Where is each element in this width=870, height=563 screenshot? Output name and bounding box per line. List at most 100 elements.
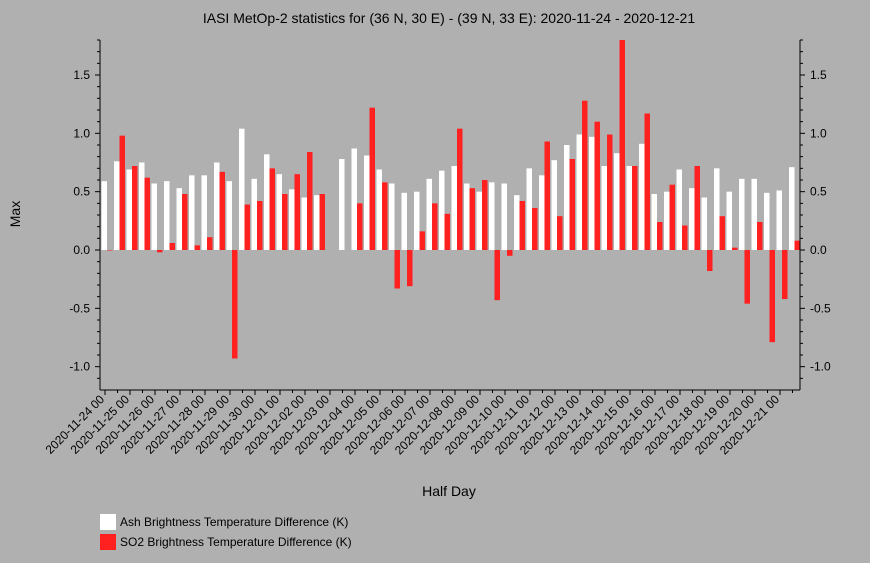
bar-ash-40	[601, 166, 607, 250]
bar-so2-52	[757, 222, 763, 250]
bar-ash-36	[551, 160, 557, 250]
bar-so2-53	[769, 250, 775, 343]
bar-so2-23	[394, 250, 400, 289]
y-tick-label-left: 1.5	[73, 68, 90, 82]
y-tick-label-left: 0.5	[73, 185, 90, 199]
bar-so2-35	[544, 141, 550, 250]
legend-item-ash: Ash Brightness Temperature Difference (K…	[100, 512, 352, 532]
bar-so2-12	[257, 201, 263, 250]
bar-so2-32	[507, 250, 513, 256]
bar-so2-17	[319, 194, 325, 250]
bar-so2-22	[382, 182, 388, 250]
bar-so2-54	[782, 250, 788, 299]
bar-so2-0	[107, 250, 113, 251]
bar-so2-49	[719, 216, 725, 250]
bar-so2-40	[607, 134, 613, 250]
bar-ash-42	[626, 166, 632, 250]
bar-ash-46	[676, 169, 682, 250]
legend-label-so2: SO2 Brightness Temperature Difference (K…	[120, 535, 352, 549]
bar-ash-39	[589, 136, 595, 250]
bar-ash-43	[639, 143, 645, 250]
bar-so2-46	[682, 225, 688, 250]
bar-so2-9	[219, 171, 225, 250]
bar-so2-48	[707, 250, 713, 271]
legend-swatch-ash	[100, 514, 116, 530]
bar-ash-47	[689, 188, 695, 250]
bar-so2-24	[407, 250, 413, 287]
bar-ash-12	[251, 178, 257, 250]
y-axis-label: Max	[7, 201, 23, 227]
bar-ash-31	[489, 182, 495, 250]
bar-ash-23	[389, 183, 395, 250]
y-tick-label-right: 0.0	[810, 243, 827, 257]
bar-so2-27	[444, 213, 450, 250]
bar-so2-2	[132, 166, 138, 250]
bar-ash-32	[501, 183, 507, 250]
bar-ash-13	[264, 154, 270, 250]
bar-ash-4	[151, 183, 157, 250]
bar-so2-36	[557, 216, 563, 250]
bar-so2-13	[269, 168, 275, 250]
bar-ash-20	[351, 148, 357, 250]
bar-so2-8	[207, 237, 213, 250]
legend-item-so2: SO2 Brightness Temperature Difference (K…	[100, 532, 352, 552]
bar-ash-34	[526, 168, 532, 250]
bar-so2-45	[669, 184, 675, 250]
bar-so2-15	[294, 174, 300, 250]
bar-ash-38	[576, 134, 582, 250]
bar-ash-35	[539, 175, 545, 250]
bar-so2-16	[307, 152, 313, 250]
bar-ash-5	[164, 181, 170, 250]
bar-ash-1	[114, 161, 120, 250]
y-tick-label-right: 0.5	[810, 185, 827, 199]
bar-so2-55	[794, 240, 800, 250]
bar-ash-17	[314, 195, 320, 250]
y-tick-label-left: -0.5	[69, 301, 90, 315]
bar-so2-21	[369, 107, 375, 250]
bar-ash-30	[476, 191, 482, 250]
bar-so2-4	[157, 250, 163, 253]
bar-ash-53	[764, 192, 770, 250]
bar-so2-14	[282, 194, 288, 250]
bar-so2-10	[232, 250, 238, 359]
bar-so2-28	[457, 128, 463, 250]
bar-so2-7	[194, 245, 200, 250]
bar-ash-7	[189, 175, 195, 250]
bar-ash-14	[276, 174, 282, 250]
bar-ash-9	[214, 162, 220, 250]
y-tick-label-right: -0.5	[810, 301, 831, 315]
bar-ash-44	[651, 194, 657, 250]
bar-ash-28	[451, 166, 457, 250]
bar-so2-38	[582, 100, 588, 250]
plot-area: 1.5 1.5 1.0 1.0 0.5 0.5 0.0 0.0 -0.5 -0.5 -1.0 -1.0…	[43, 39, 831, 457]
bar-ash-8	[201, 175, 207, 250]
bar-so2-20	[357, 203, 363, 250]
bar-so2-26	[432, 203, 438, 250]
bar-ash-10	[226, 181, 232, 250]
bar-so2-51	[744, 250, 750, 304]
y-tick-label-right: -1.0	[810, 360, 831, 374]
bar-ash-2	[126, 169, 132, 250]
bar-ash-15	[289, 189, 295, 250]
bar-so2-43	[644, 113, 650, 250]
bar-ash-54	[776, 190, 782, 250]
bar-ash-55	[789, 167, 795, 250]
bar-so2-11	[244, 204, 250, 250]
bar-ash-22	[376, 169, 382, 250]
legend-label-ash: Ash Brightness Temperature Difference (K…	[120, 515, 349, 529]
bar-so2-39	[594, 121, 600, 250]
bar-so2-5	[169, 243, 175, 250]
bar-so2-50	[732, 247, 738, 250]
bar-ash-3	[139, 162, 145, 250]
bar-so2-37	[569, 159, 575, 250]
bar-so2-6	[182, 194, 188, 250]
legend: Ash Brightness Temperature Difference (K…	[100, 512, 352, 552]
x-axis-label: Half Day	[422, 483, 476, 499]
bar-so2-34	[532, 208, 538, 250]
bar-ash-52	[751, 178, 757, 250]
bar-ash-25	[414, 191, 420, 250]
bar-ash-26	[426, 178, 432, 250]
y-tick-label-right: 1.5	[810, 68, 827, 82]
